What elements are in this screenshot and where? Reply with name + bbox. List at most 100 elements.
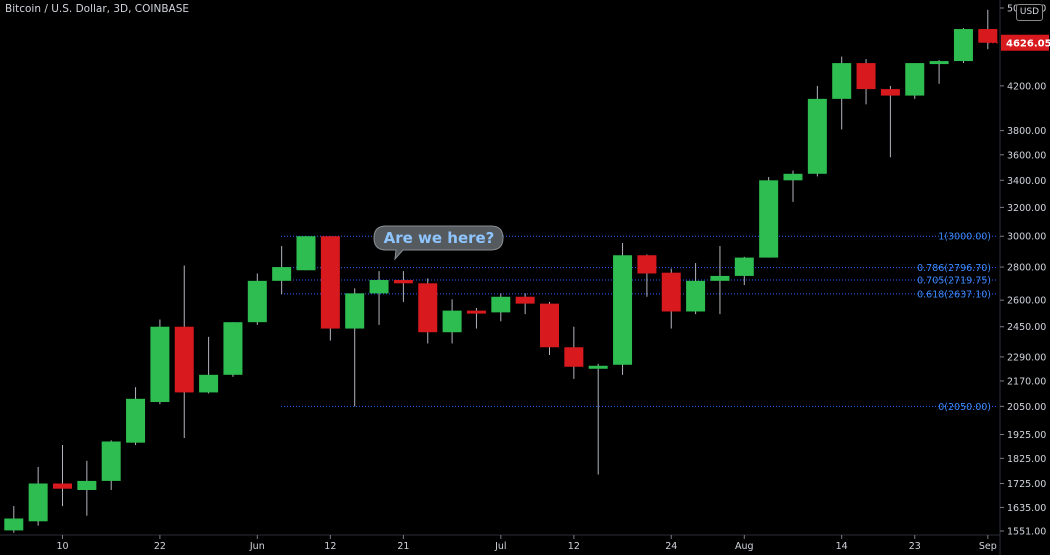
candle: [491, 293, 511, 322]
last-price-label: 4626.05: [1006, 39, 1050, 50]
candle-body-down: [174, 326, 194, 393]
currency-button[interactable]: USD: [1016, 4, 1043, 21]
price-tick-label: 2800.00: [1007, 263, 1046, 274]
time-tick-label: Sep: [979, 541, 997, 552]
candle-body-up: [710, 275, 730, 281]
candle: [199, 336, 219, 394]
price-tick-label: 3600.00: [1007, 150, 1046, 161]
candles: [4, 9, 998, 533]
candle: [759, 177, 779, 258]
price-tick-label: 1551.00: [1007, 527, 1046, 538]
candle: [466, 307, 486, 329]
candle: [929, 60, 949, 84]
candle: [174, 265, 194, 438]
candle: [515, 293, 535, 315]
candle-body-up: [442, 310, 462, 333]
candle: [4, 506, 24, 533]
time-tick-label: 23: [909, 541, 921, 552]
candle: [369, 271, 389, 325]
price-tick-label: 2290.00: [1007, 352, 1046, 363]
candle-body-down: [540, 303, 559, 348]
candle: [807, 85, 827, 177]
candle: [53, 445, 72, 507]
candle: [588, 363, 608, 475]
time-tick-label: 10: [56, 541, 68, 552]
candle: [613, 242, 633, 375]
candle-body-down: [393, 280, 413, 284]
last-price-tag: [1001, 34, 1049, 51]
candle-body-up: [272, 267, 292, 281]
fib-level-label: 0.618(2637.10): [917, 289, 991, 300]
price-tick-label: 1925.00: [1007, 430, 1046, 441]
candle-body-up: [759, 180, 779, 258]
callout-bubble[interactable]: [373, 225, 504, 261]
candle: [734, 256, 754, 285]
fib-level-label: 1(3000.00): [938, 232, 991, 243]
candle: [710, 246, 730, 315]
candle-body-up: [734, 257, 754, 276]
candle: [126, 387, 146, 446]
candle-body-up: [28, 483, 48, 522]
candle: [832, 56, 852, 130]
time-tick-label: 12: [324, 541, 336, 552]
price-tick-label: 3400.00: [1007, 176, 1046, 187]
candle: [223, 322, 243, 377]
candle: [905, 63, 925, 99]
candle: [856, 59, 876, 105]
price-tick-label: 4200.00: [1007, 81, 1046, 92]
candle-body-up: [905, 63, 925, 96]
candle-body-up: [953, 29, 973, 62]
callout-text: Are we here?: [384, 229, 495, 247]
price-tick-label: 3200.00: [1007, 203, 1046, 214]
fibonacci-retracement[interactable]: 1(3000.00) 0.786(2796.70) 0.705(2719.75) 0.…: [281, 232, 998, 413]
candle-body-up: [126, 398, 146, 443]
candle-body-down: [880, 89, 900, 96]
candle: [296, 236, 316, 271]
time-tick-label: Aug: [735, 541, 754, 552]
candle-body-down: [978, 29, 998, 43]
candle-body-down: [418, 283, 438, 333]
candle-body-up: [296, 236, 316, 271]
candle: [978, 9, 998, 50]
time-tick-label: Jul: [494, 541, 506, 552]
candle-body-up: [199, 374, 219, 393]
candle: [880, 85, 900, 158]
candle: [345, 288, 365, 407]
callout-annotation[interactable]: Are we here?: [373, 225, 504, 261]
candle: [540, 301, 559, 355]
candle: [247, 273, 267, 325]
price-tick-label: 1825.00: [1007, 454, 1046, 465]
time-tick-label: 22: [154, 541, 166, 552]
candle-body-down: [856, 63, 876, 90]
candle-body-up: [101, 441, 121, 481]
candle-body-up: [613, 255, 633, 365]
price-tick-label: 3000.00: [1007, 232, 1046, 243]
candle: [393, 271, 413, 302]
candle: [564, 326, 584, 379]
fib-level-label: 0.786(2796.70): [917, 263, 991, 274]
time-tick-label: 24: [665, 541, 677, 552]
candle-body-up: [491, 296, 511, 313]
price-tick-label: 1635.00: [1007, 503, 1046, 514]
candle: [442, 299, 462, 344]
candle-body-up: [832, 63, 852, 99]
candle: [28, 466, 48, 526]
candle-body-up: [223, 322, 243, 375]
candle: [686, 263, 706, 315]
price-tick-label: 2170.00: [1007, 376, 1046, 387]
candle: [783, 170, 803, 202]
candle-body-down: [320, 236, 340, 329]
candle-body-up: [247, 280, 267, 323]
candle: [637, 254, 657, 297]
candle-body-down: [466, 310, 486, 314]
candle-body-down: [564, 347, 584, 367]
candle-body-down: [53, 483, 72, 489]
fib-level-label: 0.705(2719.75): [917, 276, 991, 287]
candle: [320, 236, 340, 341]
candle-body-up: [369, 280, 389, 294]
price-tick-label: 2450.00: [1007, 322, 1046, 333]
price-tick-label: 2050.00: [1007, 402, 1046, 413]
